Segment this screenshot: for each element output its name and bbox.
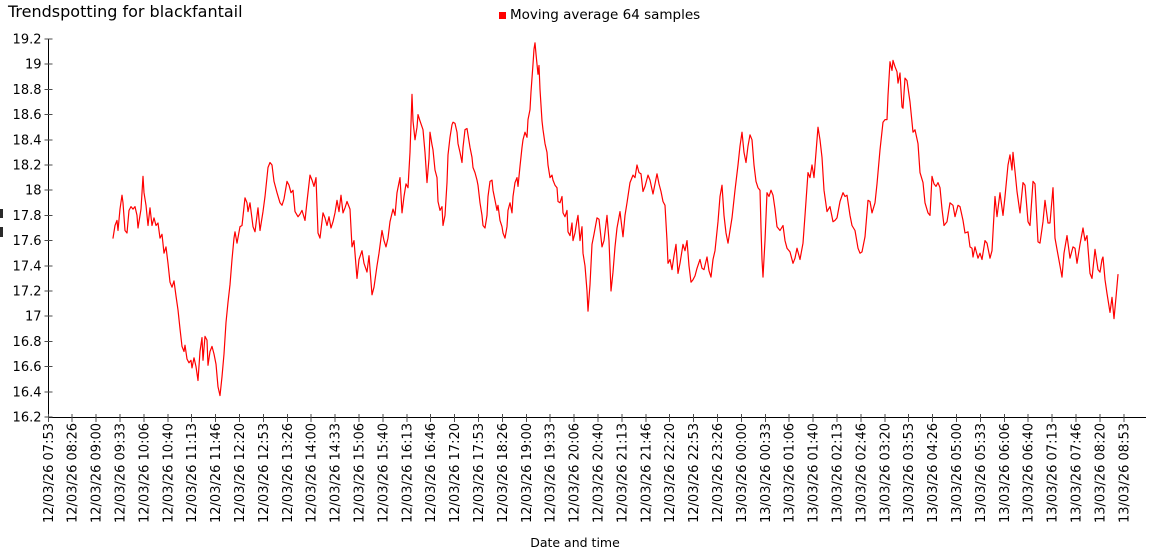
y-tick-label: 19.2	[13, 33, 42, 48]
x-tick-label: 13/03/26 08:53	[1117, 423, 1132, 523]
y-tick-label: 17.2	[13, 285, 42, 300]
legend: Moving average 64 samples	[499, 7, 700, 23]
y-tick-label: 17.8	[13, 209, 42, 224]
x-tick-label: 13/03/26 05:33	[974, 423, 989, 523]
x-tick-label: 12/03/26 09:33	[114, 423, 129, 523]
x-tick-label: 12/03/26 20:06	[568, 423, 583, 523]
moving-average-series-line	[112, 42, 1119, 397]
x-tick-label: 12/03/26 19:33	[544, 423, 559, 523]
x-tick-label: 12/03/26 19:00	[520, 423, 535, 523]
x-tick-label: 13/03/26 01:06	[783, 423, 798, 523]
x-tick-label: 12/03/26 15:06	[353, 423, 368, 523]
x-tick-label: 12/03/26 09:00	[90, 423, 105, 523]
legend-label: Moving average 64 samples	[510, 7, 701, 23]
x-tick-label: 12/03/26 10:06	[137, 423, 152, 523]
x-tick-label: 12/03/26 16:46	[424, 423, 439, 523]
y-tick-label: 16.8	[13, 335, 42, 350]
x-tick-label: 12/03/26 21:13	[615, 423, 630, 523]
x-tick-label: 13/03/26 02:46	[854, 423, 869, 523]
y-tick-label: 18	[25, 184, 42, 199]
y-tick-label: 18.2	[13, 159, 42, 174]
x-tick-label: 13/03/26 01:40	[807, 423, 822, 523]
y-tick-label: 17	[25, 310, 42, 325]
x-tick-label: 13/03/26 07:13	[1046, 423, 1061, 523]
x-axis-title: Date and time	[530, 535, 620, 550]
x-tick-label: 12/03/26 23:26	[711, 423, 726, 523]
x-tick-label: 13/03/26 02:13	[831, 423, 846, 523]
x-tick-label: 12/03/26 07:53	[42, 423, 57, 523]
x-tick-label: 12/03/26 22:53	[687, 423, 702, 523]
x-tick-label: 12/03/26 14:33	[329, 423, 344, 523]
y-axis-title-clipped	[0, 209, 3, 237]
x-tick-label: 12/03/26 10:40	[161, 423, 176, 523]
y-tick-label: 18.8	[13, 83, 42, 98]
y-tick-label: 18.6	[13, 108, 42, 123]
x-tick-label: 12/03/26 08:26	[66, 423, 81, 523]
y-tick-label: 19	[25, 58, 42, 73]
x-tick-label: 13/03/26 03:53	[902, 423, 917, 523]
x-tick-label: 12/03/26 11:46	[209, 423, 224, 523]
x-tick-label: 13/03/26 05:00	[950, 423, 965, 523]
legend-swatch-icon	[499, 11, 506, 19]
page-title: Trendspotting for blackfantail	[8, 2, 243, 21]
x-tick-label: 12/03/26 20:40	[592, 423, 607, 523]
x-tick-label: 12/03/26 14:00	[305, 423, 320, 523]
x-tick-label: 13/03/26 00:00	[735, 423, 750, 523]
y-tick-label: 16.4	[13, 385, 42, 400]
x-tick-label: 12/03/26 17:20	[448, 423, 463, 523]
x-tick-label: 13/03/26 00:33	[759, 423, 774, 523]
x-tick-label: 12/03/26 21:46	[639, 423, 654, 523]
x-tick-label: 12/03/26 15:40	[376, 423, 391, 523]
x-tick-label: 13/03/26 08:20	[1093, 423, 1108, 523]
x-tick-label: 12/03/26 17:53	[472, 423, 487, 523]
x-tick-label: 13/03/26 07:46	[1070, 423, 1085, 523]
x-tick-label: 13/03/26 06:40	[1022, 423, 1037, 523]
y-tick-label: 16.6	[13, 360, 42, 375]
x-tick-label: 12/03/26 22:20	[663, 423, 678, 523]
y-tick-label: 17.6	[13, 234, 42, 249]
x-tick-label: 12/03/26 16:13	[400, 423, 415, 523]
x-tick-label: 13/03/26 06:06	[998, 423, 1013, 523]
y-tick-label: 16.2	[13, 411, 42, 426]
x-tick-label: 13/03/26 03:20	[878, 423, 893, 523]
x-tick-label: 12/03/26 11:13	[185, 423, 200, 523]
x-tick-label: 12/03/26 18:26	[496, 423, 511, 523]
x-tick-label: 12/03/26 13:26	[281, 423, 296, 523]
x-tick-label: 13/03/26 04:26	[926, 423, 941, 523]
y-tick-label: 17.4	[13, 259, 42, 274]
x-tick-label: 12/03/26 12:53	[257, 423, 272, 523]
x-tick-label: 12/03/26 12:20	[233, 423, 248, 523]
y-tick-label: 18.4	[13, 133, 42, 148]
